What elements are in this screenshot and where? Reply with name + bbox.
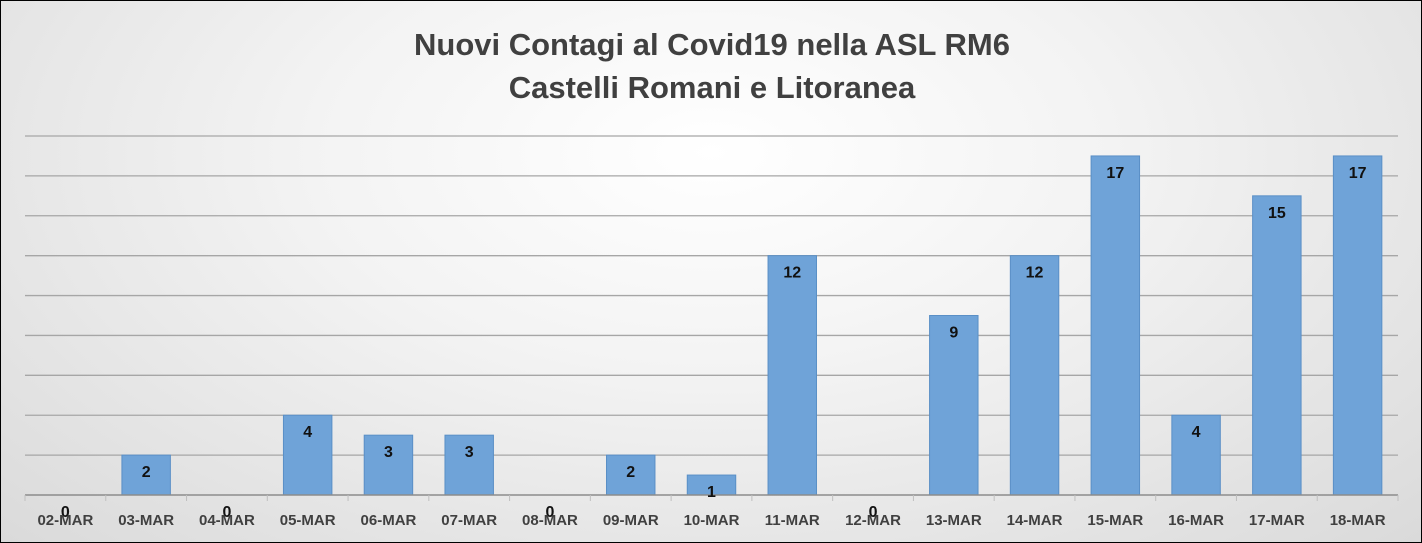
chart-title-line-2: Castelli Romani e Litoranea — [509, 70, 916, 105]
data-label-13-mar: 9 — [949, 325, 958, 342]
x-tick-label: 16-MAR — [1168, 512, 1224, 529]
data-label-11-mar: 12 — [783, 265, 801, 282]
data-labels: 0 2 0 4 3 3 0 2 1 12 0 9 12 17 4 15 17 — [61, 165, 1367, 521]
bar-03-mar — [121, 454, 171, 496]
data-label-05-mar: 4 — [303, 424, 312, 441]
data-label-10-mar: 1 — [707, 484, 716, 501]
data-label-07-mar: 3 — [465, 444, 474, 461]
data-label-08-mar: 0 — [546, 504, 555, 521]
x-tick-label: 13-MAR — [926, 512, 982, 529]
data-label-14-mar: 12 — [1026, 265, 1044, 282]
bar-18-mar — [1332, 155, 1383, 496]
x-tick-label: 12-MAR — [845, 512, 901, 529]
data-label-04-mar: 0 — [222, 504, 231, 521]
x-tick-label: 09-MAR — [603, 512, 659, 529]
bar-14-mar — [1009, 255, 1060, 496]
bars — [121, 155, 1383, 496]
x-tick-labels: 02-MAR 03-MAR 04-MAR 05-MAR 06-MAR 07-MAR 08-M… — [37, 512, 1385, 529]
data-label-12-mar: 0 — [869, 504, 878, 521]
bar-15-mar — [1090, 155, 1141, 496]
x-tick-label: 18-MAR — [1330, 512, 1386, 529]
x-tick-label: 17-MAR — [1249, 512, 1305, 529]
data-label-02-mar: 0 — [61, 504, 70, 521]
data-label-15-mar: 17 — [1106, 165, 1124, 182]
x-tick-label: 05-MAR — [280, 512, 336, 529]
x-tick-label: 15-MAR — [1087, 512, 1143, 529]
x-tick-label: 07-MAR — [441, 512, 497, 529]
x-axis — [24, 494, 1399, 501]
x-tick-label: 04-MAR — [199, 512, 255, 529]
data-label-16-mar: 4 — [1192, 424, 1201, 441]
x-tick-label: 11-MAR — [765, 512, 820, 529]
data-label-03-mar: 2 — [142, 464, 151, 481]
x-tick-label: 10-MAR — [684, 512, 740, 529]
data-label-06-mar: 3 — [384, 444, 393, 461]
x-tick-label: 06-MAR — [361, 512, 417, 529]
bar-13-mar — [929, 315, 979, 496]
chart-title: Nuovi Contagi al Covid19 nella ASL RM6 C… — [414, 27, 1010, 105]
data-label-18-mar: 17 — [1349, 165, 1367, 182]
bar-17-mar — [1252, 195, 1302, 496]
chart-title-line-1: Nuovi Contagi al Covid19 nella ASL RM6 — [414, 27, 1010, 62]
data-label-17-mar: 15 — [1268, 205, 1286, 222]
bar-11-mar — [767, 255, 817, 496]
gridlines — [25, 135, 1398, 456]
x-tick-label: 14-MAR — [1007, 512, 1063, 529]
x-tick-label: 03-MAR — [118, 512, 174, 529]
x-tick-label: 08-MAR — [522, 512, 578, 529]
data-label-09-mar: 2 — [626, 464, 635, 481]
x-tick-label: 02-MAR — [37, 512, 93, 529]
